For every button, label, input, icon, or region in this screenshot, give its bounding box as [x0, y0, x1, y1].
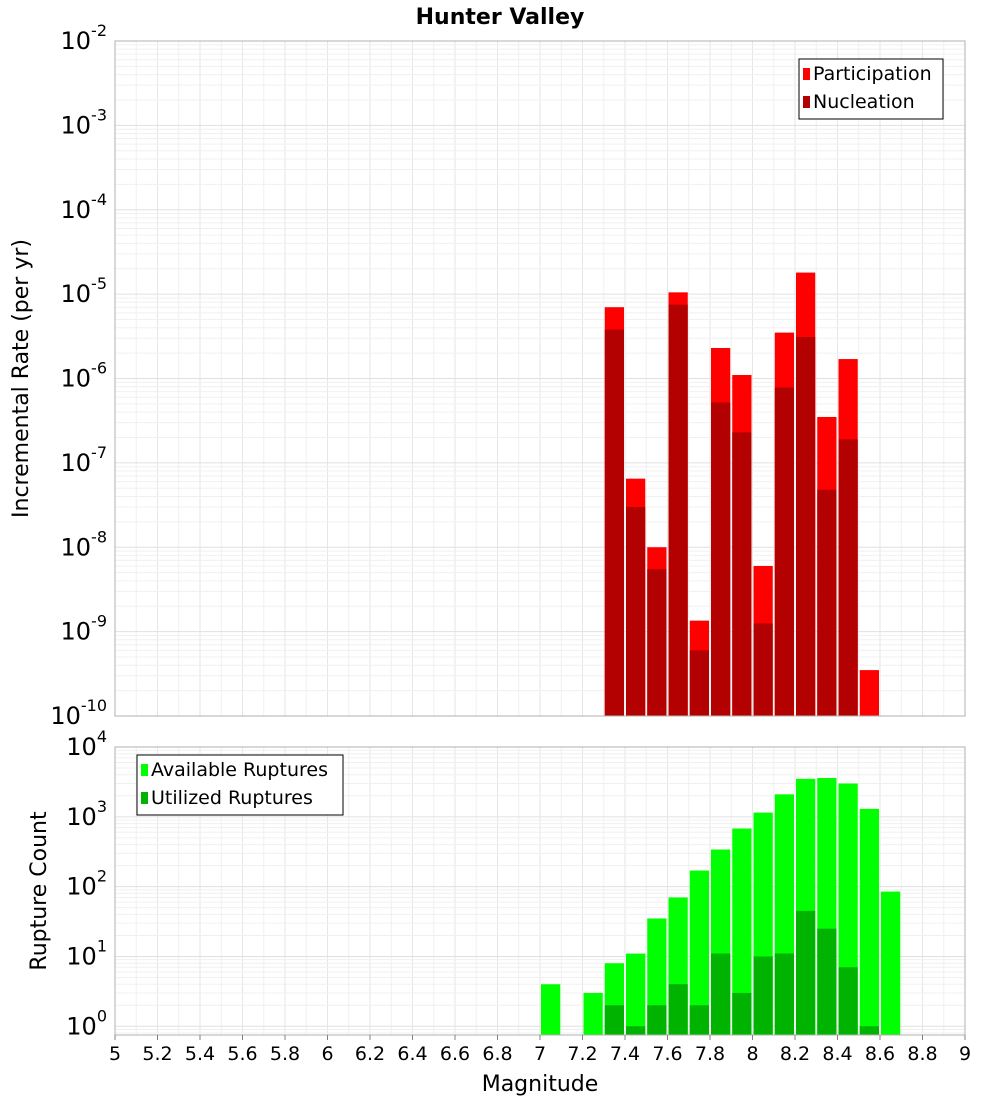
- count-y-tick-label: 104: [66, 727, 107, 761]
- count-bar-utilized-ruptures: [711, 953, 731, 1035]
- count-bar-available-ruptures: [859, 808, 879, 1035]
- count-bar-utilized-ruptures: [753, 956, 773, 1035]
- x-tick-label: 7.4: [610, 1043, 640, 1065]
- rate-y-ticks: 10-10 10-9 10-8 10-7 10-6 10-5 10-4 10-3 10-2: [50, 21, 107, 730]
- x-ticks: 5 5.2 5.4 5.6 5.8 6 6.2 6.4 6.6 6.8 7 7.2 7.4 7.6 7.8 8…: [109, 1035, 971, 1065]
- rate-y-tick-label: 10-4: [61, 190, 108, 224]
- rate-bar-participation: [859, 670, 879, 716]
- x-tick-label: 8.8: [907, 1043, 937, 1065]
- rupture-count-panel: 100 101 102 103 104 Rupture Count Available Ru…: [27, 727, 966, 1040]
- count-bar-available-ruptures: [626, 953, 646, 1035]
- rate-bar-nucleation: [668, 304, 688, 716]
- count-bar-available-ruptures: [583, 992, 603, 1035]
- x-tick-label: 8.2: [780, 1043, 810, 1065]
- rate-bar-nucleation: [711, 402, 731, 716]
- count-legend-label: Available Ruptures: [151, 759, 328, 781]
- count-legend-box: [136, 754, 344, 816]
- rate-y-tick-label: 10-2: [61, 21, 108, 55]
- count-legend-swatch: [141, 764, 148, 776]
- count-bar-utilized-ruptures: [774, 953, 794, 1035]
- x-tick-label: 5.4: [185, 1043, 215, 1065]
- rate-y-tick-label: 10-7: [61, 443, 108, 477]
- count-bars: [541, 777, 901, 1035]
- rate-bar-nucleation: [732, 432, 752, 716]
- count-bar-utilized-ruptures: [689, 1005, 709, 1035]
- x-tick-label: 7.2: [567, 1043, 597, 1065]
- rate-y-axis-label: Incremental Rate (per yr): [9, 239, 34, 518]
- x-tick-label: 6.4: [397, 1043, 427, 1065]
- x-tick-label: 8.6: [865, 1043, 895, 1065]
- rate-bars: [604, 272, 879, 716]
- count-y-axis-label: Rupture Count: [27, 811, 52, 971]
- rate-y-tick-label: 10-5: [61, 274, 108, 308]
- rate-plot-frame: [114, 40, 966, 717]
- x-tick-label: 7: [534, 1043, 546, 1065]
- rate-legend-label: Participation: [813, 63, 932, 85]
- x-tick-label: 9: [959, 1043, 971, 1065]
- rate-y-tick-label: 10-9: [61, 612, 108, 646]
- rate-bar-nucleation: [647, 569, 667, 716]
- x-tick-label: 5.6: [227, 1043, 257, 1065]
- x-tick-label: 7.6: [652, 1043, 682, 1065]
- rate-legend-label: Nucleation: [813, 91, 915, 113]
- count-bar-available-ruptures: [541, 984, 561, 1035]
- count-bar-utilized-ruptures: [647, 1005, 667, 1035]
- rate-bar-nucleation: [838, 439, 858, 716]
- count-y-ticks: 100 101 102 103 104: [66, 727, 107, 1040]
- count-y-tick-label: 102: [66, 867, 107, 901]
- rate-bar-nucleation: [817, 489, 837, 716]
- rate-y-tick-label: 10-6: [61, 359, 108, 393]
- x-tick-label: 6: [321, 1043, 333, 1065]
- count-y-tick-label: 103: [66, 797, 107, 831]
- x-axis-label: Magnitude: [482, 1072, 599, 1097]
- count-legend: Available Ruptures Utilized Ruptures: [136, 754, 344, 816]
- rate-legend-box: [798, 58, 944, 120]
- count-bar-utilized-ruptures: [604, 1005, 624, 1035]
- rate-bar-nucleation: [626, 506, 646, 716]
- rate-y-tick-label: 10-8: [61, 527, 108, 561]
- count-bar-utilized-ruptures: [859, 1026, 879, 1035]
- count-bar-available-ruptures: [881, 891, 901, 1035]
- rate-legend-swatch: [803, 68, 810, 80]
- rate-bar-nucleation: [753, 623, 773, 716]
- x-tick-label: 6.2: [355, 1043, 385, 1065]
- rate-bar-nucleation: [689, 650, 709, 716]
- count-bar-utilized-ruptures: [796, 910, 816, 1035]
- count-y-tick-label: 101: [66, 936, 107, 970]
- count-bar-utilized-ruptures: [668, 984, 688, 1035]
- count-bar-available-ruptures: [689, 870, 709, 1035]
- rate-legend: Participation Nucleation: [798, 58, 944, 120]
- rate-panel: 10-10 10-9 10-8 10-7 10-6 10-5 10-4 10-3 10-2 Inc…: [9, 21, 966, 730]
- x-tick-label: 6.6: [440, 1043, 470, 1065]
- x-tick-label: 8.4: [822, 1043, 852, 1065]
- rate-bar-nucleation: [774, 387, 794, 716]
- x-tick-label: 7.8: [695, 1043, 725, 1065]
- count-bar-utilized-ruptures: [838, 967, 858, 1035]
- count-legend-swatch: [141, 792, 148, 804]
- x-tick-label: 5.8: [270, 1043, 300, 1065]
- x-tick-label: 5: [109, 1043, 121, 1065]
- count-bar-available-ruptures: [732, 828, 752, 1035]
- count-y-tick-label: 100: [66, 1006, 107, 1040]
- count-bar-utilized-ruptures: [732, 992, 752, 1035]
- count-legend-label: Utilized Ruptures: [151, 787, 313, 809]
- rate-grid: [115, 41, 965, 716]
- x-tick-label: 8: [746, 1043, 758, 1065]
- count-bar-utilized-ruptures: [817, 928, 837, 1035]
- chart-title: Hunter Valley: [416, 5, 585, 30]
- x-tick-label: 6.8: [482, 1043, 512, 1065]
- rate-bar-nucleation: [604, 329, 624, 716]
- rate-y-tick-label: 10-3: [61, 105, 108, 139]
- rate-bar-nucleation: [796, 337, 816, 716]
- rate-legend-swatch: [803, 96, 810, 108]
- count-bar-utilized-ruptures: [626, 1026, 646, 1035]
- x-tick-label: 5.2: [142, 1043, 172, 1065]
- rate-y-tick-label: 10-10: [50, 696, 107, 730]
